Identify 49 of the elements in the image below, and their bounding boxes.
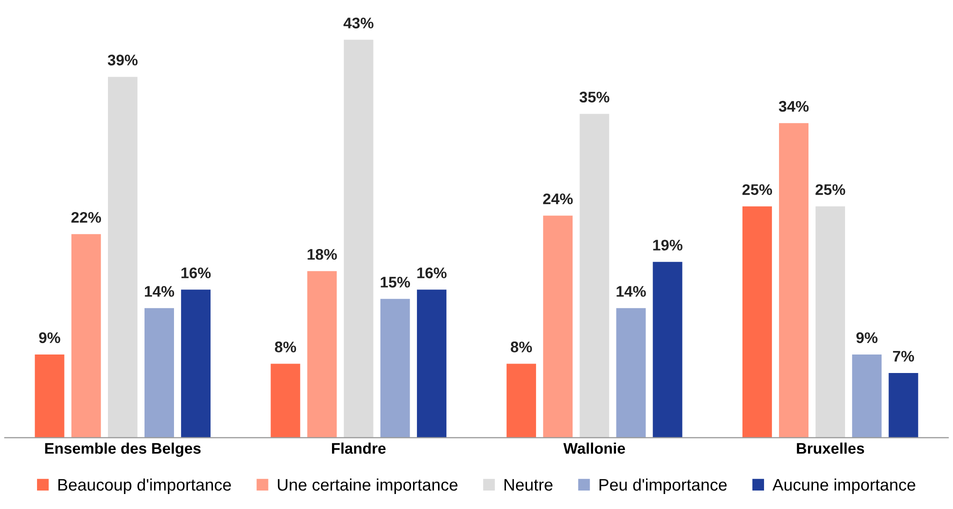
data-label: 15% bbox=[380, 276, 410, 288]
legend-label: Beaucoup d'importance bbox=[58, 478, 231, 494]
bar bbox=[543, 216, 573, 438]
data-label: 9% bbox=[856, 332, 878, 344]
bar bbox=[616, 308, 646, 438]
bar bbox=[34, 354, 64, 438]
bar bbox=[852, 354, 882, 438]
x-tick-label: Flandre bbox=[332, 442, 386, 454]
data-label: 34% bbox=[778, 100, 809, 112]
bar bbox=[181, 290, 211, 438]
data-label: 16% bbox=[417, 267, 447, 278]
legend-label: Une certaine importance bbox=[278, 478, 458, 494]
bar bbox=[71, 234, 101, 438]
data-label: 43% bbox=[344, 18, 374, 28]
bar bbox=[779, 123, 808, 438]
data-label: 14% bbox=[616, 286, 646, 297]
x-tick-label: Wallonie bbox=[563, 442, 626, 454]
data-label: 9% bbox=[39, 332, 60, 344]
legend-label: Neutre bbox=[504, 479, 552, 491]
data-label: 7% bbox=[893, 350, 914, 362]
data-label: 16% bbox=[181, 267, 211, 278]
data-label: 8% bbox=[274, 342, 296, 352]
bar bbox=[416, 290, 446, 438]
bar bbox=[144, 308, 174, 438]
legend-label: Peu d'importance bbox=[600, 478, 727, 494]
bar bbox=[652, 262, 682, 438]
bar bbox=[380, 298, 410, 438]
bar bbox=[270, 364, 300, 438]
bar bbox=[307, 271, 337, 438]
data-label: 39% bbox=[108, 54, 138, 66]
data-label: 18% bbox=[308, 248, 337, 260]
bar bbox=[816, 206, 846, 438]
x-tick-label: Bruxelles bbox=[796, 442, 864, 454]
bar bbox=[506, 364, 536, 438]
x-tick-label: Ensemble des Belges bbox=[45, 442, 201, 457]
data-label: 24% bbox=[543, 193, 573, 204]
data-label: 35% bbox=[579, 92, 610, 102]
data-label: 8% bbox=[510, 342, 532, 352]
data-label: 25% bbox=[816, 184, 846, 196]
data-label: 22% bbox=[71, 212, 102, 223]
bar bbox=[888, 372, 918, 438]
bar bbox=[108, 76, 138, 438]
bar bbox=[344, 40, 374, 438]
bar bbox=[742, 206, 772, 438]
data-label: 25% bbox=[742, 184, 772, 196]
legend-label: Aucune importance bbox=[772, 478, 916, 494]
data-label: 19% bbox=[653, 240, 682, 251]
bar bbox=[580, 114, 610, 438]
data-label: 14% bbox=[144, 286, 174, 297]
